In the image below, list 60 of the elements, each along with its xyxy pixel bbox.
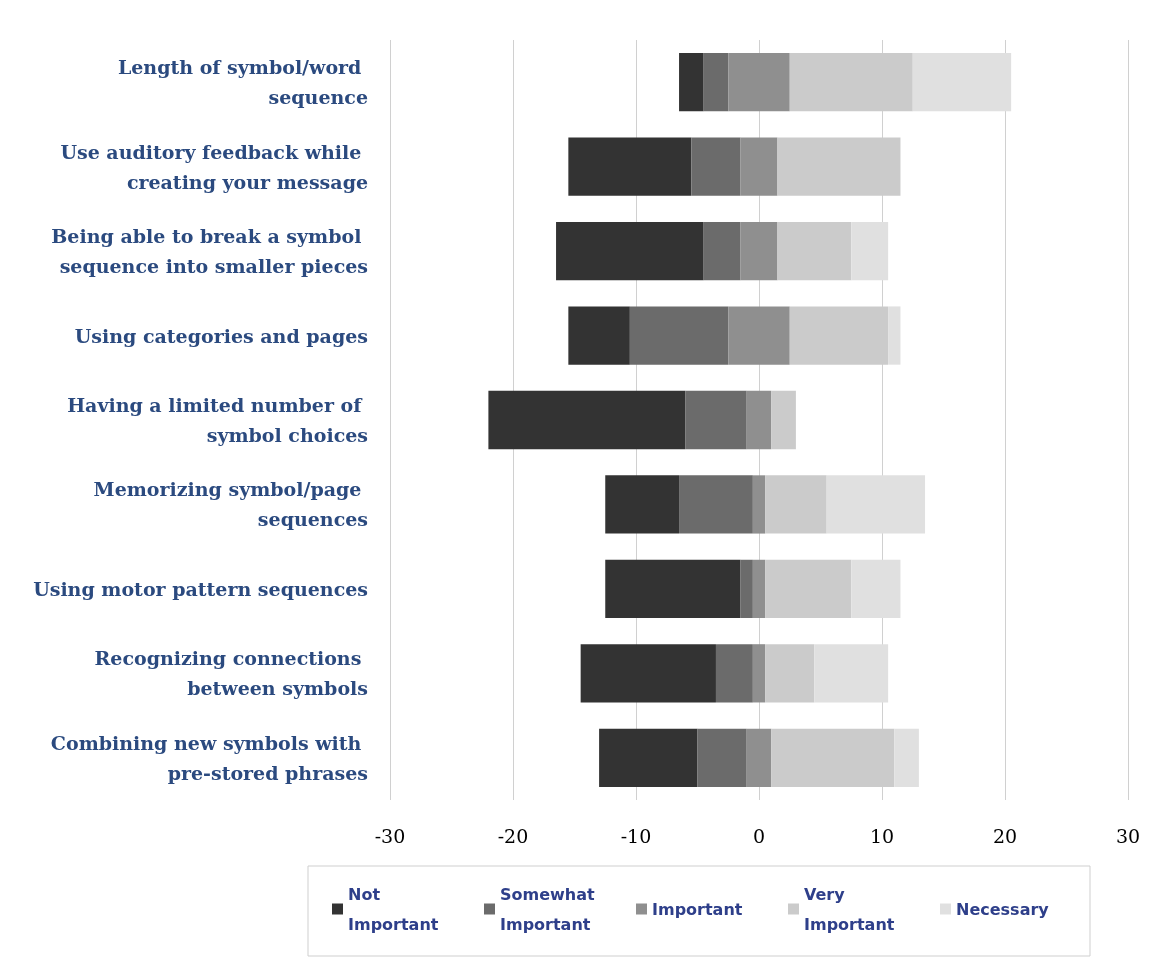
bar [746,390,772,450]
x-tick-label: -20 [497,824,529,847]
bar [488,390,686,450]
legend-label: Very Important [804,884,895,934]
x-tick-label: 10 [869,824,895,847]
bar [685,390,747,450]
bar [740,221,778,281]
y-tick-label: Having a limited number of symbol choices [67,394,368,446]
x-tick-label: 30 [1115,824,1141,847]
y-tick-label: Using motor pattern sequences [33,577,368,600]
bar [912,53,1012,112]
bar [826,475,926,534]
bar [703,53,729,112]
bar [679,53,704,112]
bar [888,306,901,365]
x-tick-label: 20 [992,824,1018,847]
y-tick-label: Memorizing symbol/page sequences [93,478,368,531]
y-tick-label: Use auditory feedback while creating your message [60,140,368,193]
x-tick-label: -30 [374,824,406,847]
bar [814,644,889,703]
y-tick-label: Recognizing connections between symbols [94,647,368,700]
bar [728,306,790,365]
bar [556,221,704,281]
bar [771,390,796,450]
legend-label: Somewhat Important [500,884,601,934]
bar [765,559,852,619]
bar [580,644,716,703]
bar [605,559,741,619]
bar [765,644,815,703]
bar [740,137,778,196]
y-tick-label: Being able to break a symbol sequence into smaller pieces [51,225,368,278]
legend-label: Important [652,899,743,919]
y-tick-label: Combining new symbols with pre-stored phrases [50,731,368,784]
bar [765,475,827,534]
bar [605,475,680,534]
bar [777,221,852,281]
bar [752,475,766,534]
legend-label: Necessary [956,899,1050,919]
legend-label: Not Important [348,884,439,934]
bar [851,559,901,619]
bar [568,306,630,365]
bar [691,137,741,196]
bar [599,728,698,787]
bar [752,644,766,703]
bar [740,559,753,619]
bar [851,221,889,281]
y-tick-label: Using categories and pages [74,324,368,347]
bar [728,53,790,112]
bar [703,221,741,281]
x-tick-label: 0 [752,824,766,847]
bar [697,728,747,787]
bar [629,306,729,365]
bar [568,137,692,196]
y-tick-label: Length of symbol/word sequence [117,56,368,109]
bar [894,728,919,787]
x-tick-label: -10 [620,824,652,847]
bar [715,644,753,703]
bar [746,728,772,787]
bar [679,475,753,534]
bar [752,559,766,619]
